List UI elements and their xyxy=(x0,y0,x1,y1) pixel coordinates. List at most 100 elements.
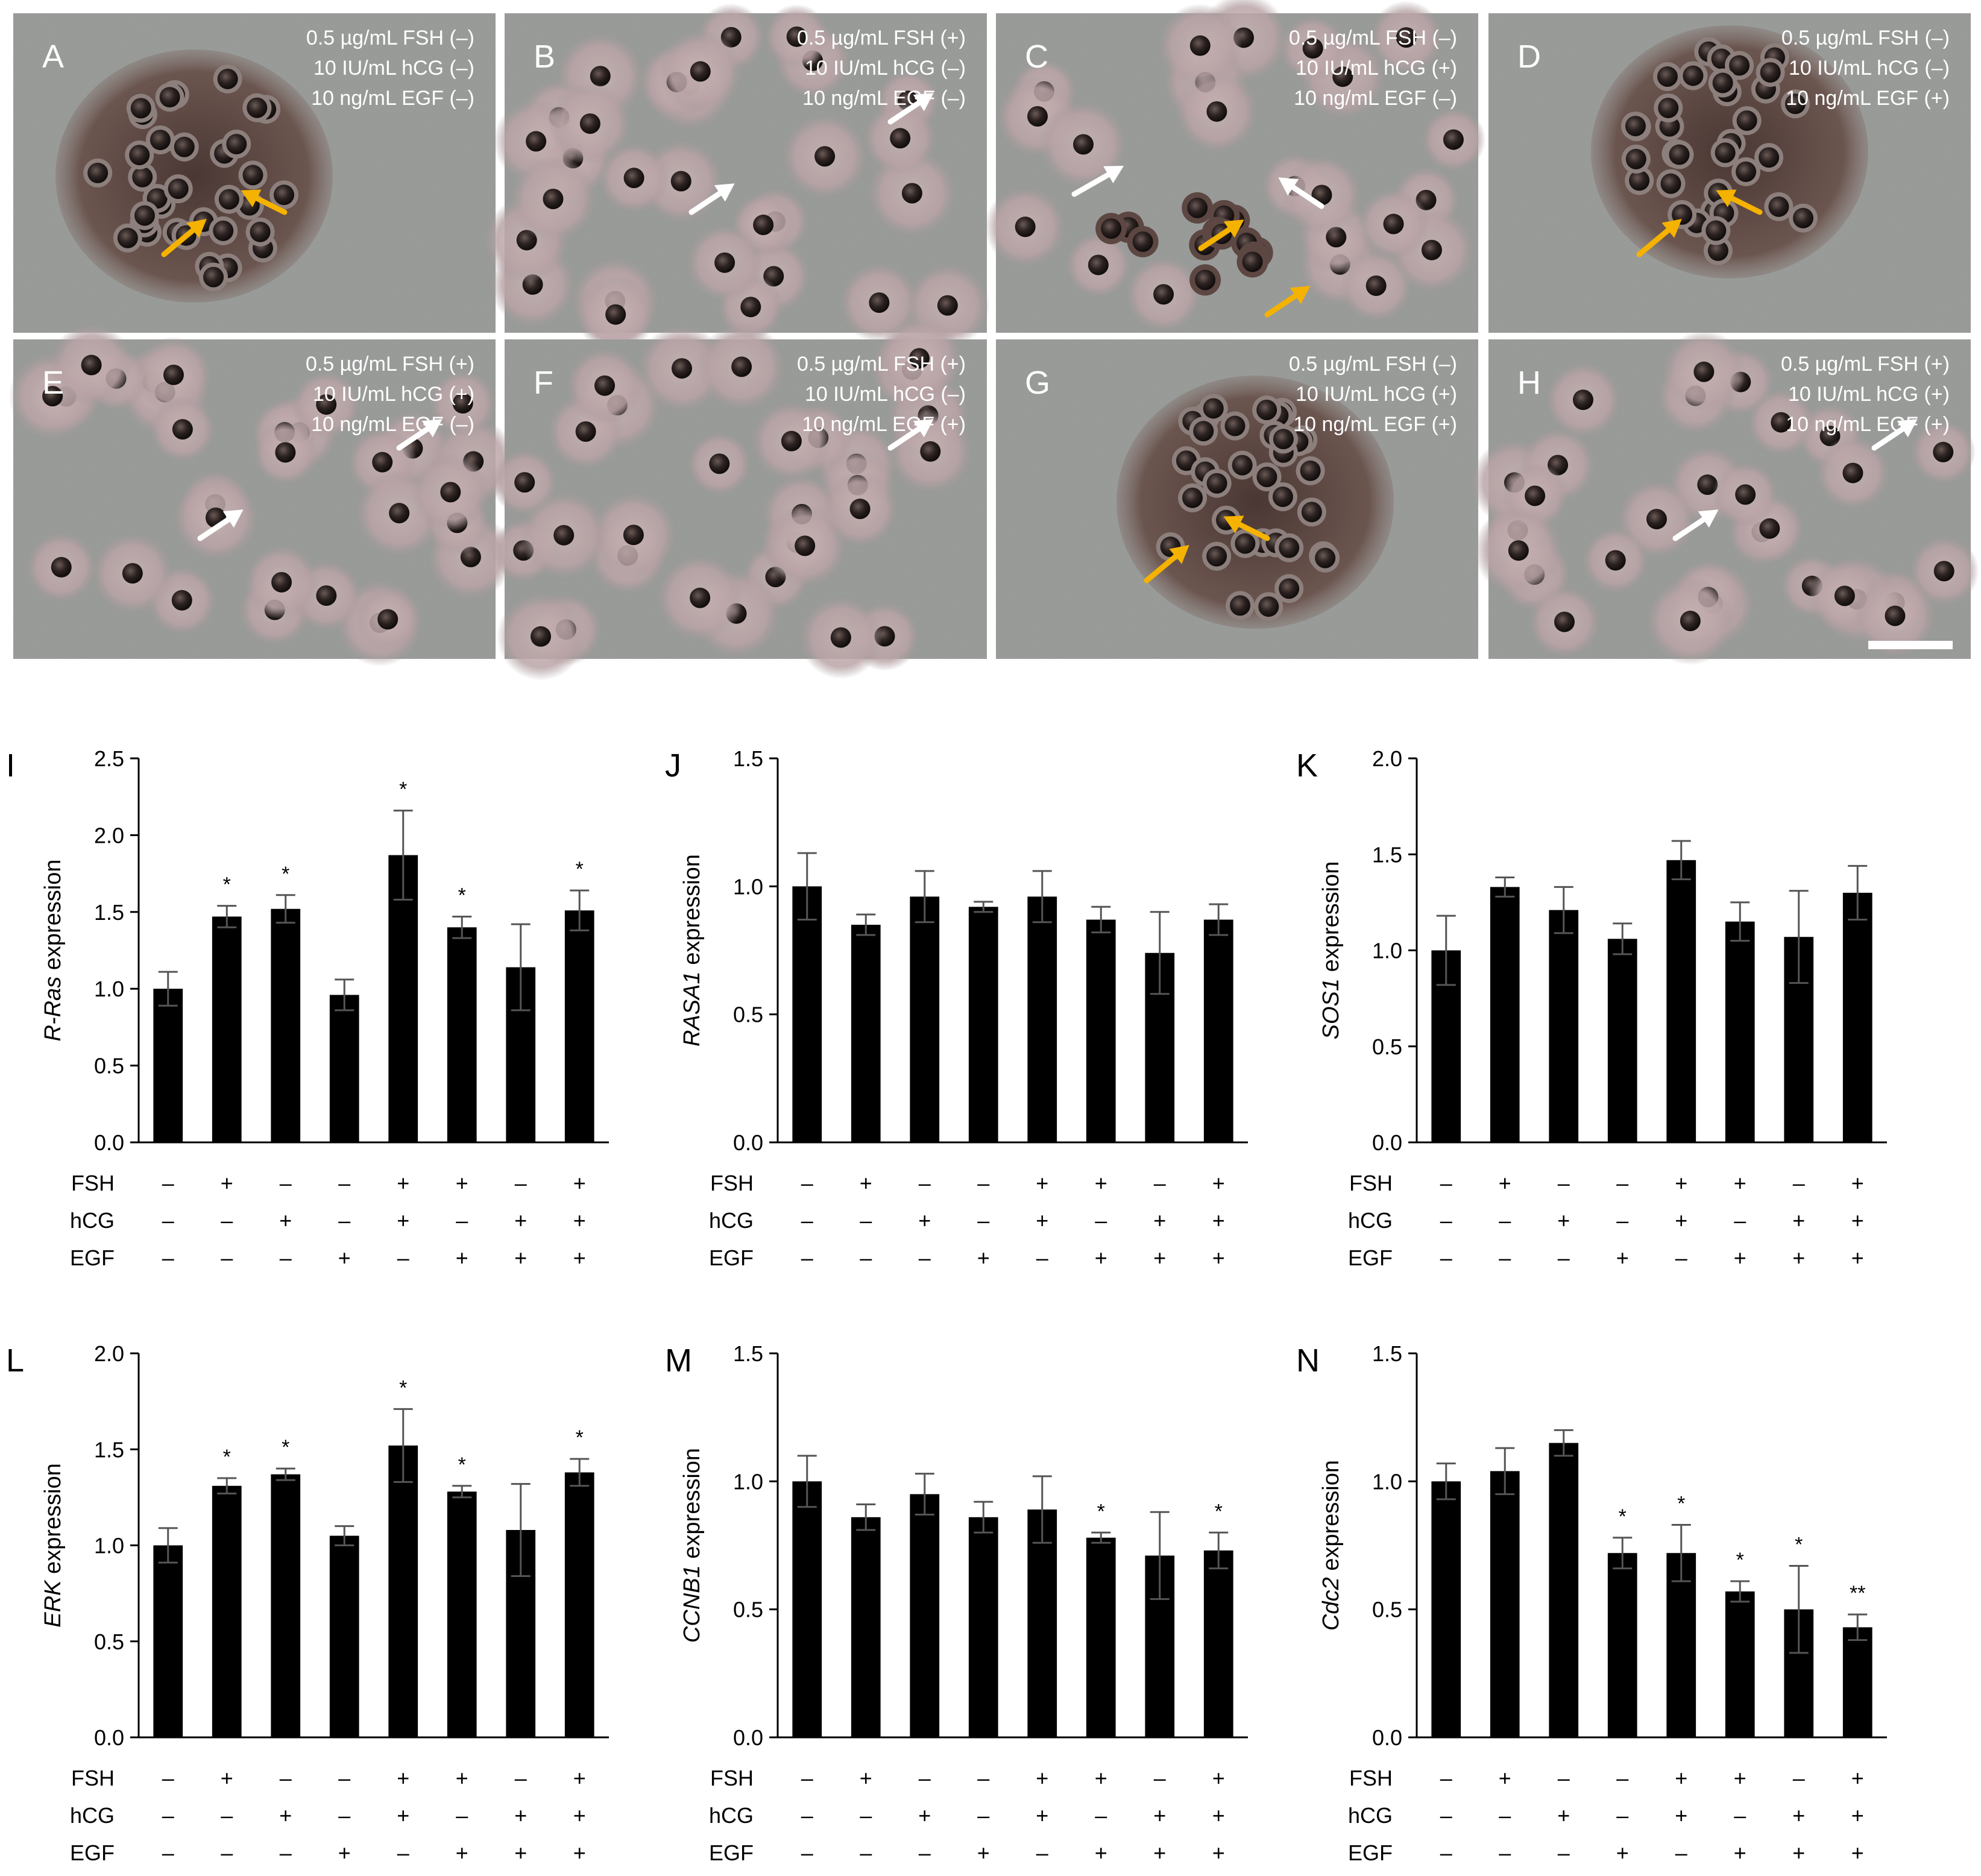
oocyte xyxy=(514,472,535,493)
orange-arrow xyxy=(1198,219,1244,251)
oocyte xyxy=(271,571,292,593)
treatment-symbol: – xyxy=(801,1171,813,1195)
micrograph-grid: A 0.5 µg/mL FSH (–) 10 IU/mL hCG (–) 10 ng/… xyxy=(8,0,1979,681)
bar xyxy=(1842,892,1872,1142)
error-bar xyxy=(511,1483,531,1577)
oocyte xyxy=(129,145,150,166)
oocyte xyxy=(590,66,611,87)
oocyte xyxy=(1195,269,1216,291)
treatment-symbol: – xyxy=(801,1840,813,1865)
error-bar xyxy=(1554,886,1573,934)
y-tick-label: 0.0 xyxy=(94,1130,124,1155)
oocyte xyxy=(274,184,295,206)
treatment-symbol: + xyxy=(338,1840,351,1865)
significance-mark: * xyxy=(282,1436,289,1459)
oocyte xyxy=(1697,474,1718,496)
oocyte xyxy=(1101,218,1122,239)
panel-letter: H xyxy=(1517,365,1541,401)
significance-mark: * xyxy=(399,778,407,801)
oocyte xyxy=(1842,462,1863,483)
treatment-symbol: – xyxy=(860,1245,872,1270)
treatment-symbol: + xyxy=(1851,1766,1864,1790)
oocyte xyxy=(117,227,138,248)
treatment-symbol: – xyxy=(456,1803,468,1828)
treatment-symbol: + xyxy=(1153,1803,1166,1828)
treatment-symbol: – xyxy=(1440,1171,1452,1195)
bar xyxy=(1666,860,1696,1142)
chart-m: M 0.0 0.5 1.0 1.5 CCNB1 expression * * FSH – + – – + +… xyxy=(665,1341,1248,1865)
significance-mark: * xyxy=(282,863,289,886)
significance-mark: * xyxy=(1795,1533,1803,1556)
oocyte xyxy=(920,441,941,462)
bar xyxy=(910,1494,940,1737)
panel-letter: L xyxy=(6,1342,24,1379)
treatment-symbol: – xyxy=(919,1766,931,1790)
treatment-symbol: – xyxy=(280,1766,292,1790)
significance-mark: * xyxy=(458,1453,466,1476)
oocyte xyxy=(731,356,752,377)
oocyte xyxy=(1182,487,1203,508)
oocyte xyxy=(81,354,102,376)
oocyte xyxy=(623,168,644,189)
oocyte xyxy=(250,221,271,242)
treatment-symbol: – xyxy=(1675,1245,1687,1270)
white-arrow xyxy=(1871,419,1918,451)
treatment-symbol: – xyxy=(515,1766,527,1790)
error-bar xyxy=(217,905,237,928)
error-bar xyxy=(1554,1429,1573,1457)
bar xyxy=(564,1472,594,1737)
oocyte xyxy=(1206,101,1227,122)
oocyte xyxy=(1235,533,1256,554)
significance-mark: * xyxy=(1619,1505,1627,1528)
treatment-symbol: + xyxy=(338,1245,351,1270)
oocyte xyxy=(1224,415,1246,436)
condition-label-egf: 10 ng/mL EGF (–) xyxy=(311,87,474,110)
white-arrow xyxy=(887,419,934,451)
white-arrow xyxy=(887,93,934,125)
oocyte xyxy=(122,562,143,584)
oocyte-group xyxy=(1470,330,1979,666)
y-tick-label: 0.0 xyxy=(733,1130,763,1155)
micrograph-f: F 0.5 µg/mL FSH (+) 10 IU/mL hCG (–) 10 ng/… xyxy=(491,315,987,681)
error-bar xyxy=(276,894,295,924)
y-tick-label: 1.0 xyxy=(733,1469,763,1494)
error-bar xyxy=(570,889,590,931)
oocyte xyxy=(87,162,109,183)
treatment-symbol: + xyxy=(573,1803,586,1828)
treatment-symbol: – xyxy=(1499,1840,1511,1865)
y-tick-label: 1.0 xyxy=(1372,939,1402,963)
oocyte xyxy=(1605,550,1626,571)
oocyte xyxy=(1646,509,1667,530)
y-tick-label: 1.0 xyxy=(94,977,124,1001)
oocyte xyxy=(1658,98,1679,119)
bar xyxy=(447,927,477,1142)
significance-mark: * xyxy=(1215,1500,1223,1523)
white-arrow xyxy=(1278,177,1324,209)
treatment-row-label: FSH xyxy=(71,1766,115,1790)
treatment-symbol: – xyxy=(1440,1245,1452,1270)
condition-label-hcg: 10 IU/mL hCG (+) xyxy=(1788,383,1950,406)
oocyte xyxy=(814,146,836,167)
treatment-symbol: + xyxy=(1792,1208,1805,1233)
error-bar xyxy=(1032,1475,1052,1544)
condition-label-hcg: 10 IU/mL hCG (+) xyxy=(1296,383,1457,406)
treatment-symbol: – xyxy=(456,1208,468,1233)
oocyte xyxy=(1365,275,1387,296)
y-axis-label: R-Ras expression xyxy=(40,859,66,1041)
treatment-symbol: + xyxy=(221,1766,233,1790)
micrograph-b: B 0.5 µg/mL FSH (+) 10 IU/mL hCG (–) 10 ng/… xyxy=(484,3,990,354)
treatment-symbol: – xyxy=(1499,1208,1511,1233)
bar xyxy=(271,908,301,1142)
error-bar xyxy=(393,1408,413,1483)
oocyte xyxy=(163,364,184,385)
treatment-row-label: FSH xyxy=(71,1171,115,1195)
panel-letter: K xyxy=(1296,748,1318,784)
error-bar xyxy=(1436,1462,1456,1500)
oocyte xyxy=(452,393,473,414)
condition-label-hcg: 10 IU/mL hCG (+) xyxy=(313,383,474,406)
oocyte xyxy=(1302,38,1323,59)
orange-arrow xyxy=(1223,515,1270,541)
treatment-row-label: EGF xyxy=(1348,1840,1393,1865)
oocyte xyxy=(1672,204,1693,225)
